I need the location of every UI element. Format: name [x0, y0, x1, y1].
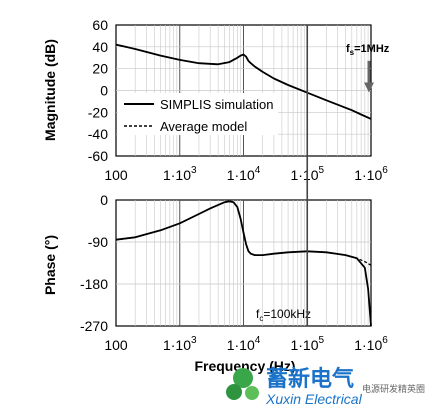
x-tick-exponent: 3: [191, 335, 197, 346]
x-tick-label: 1·104: [227, 165, 261, 183]
fc-label: fc=100kHz: [256, 307, 311, 323]
average-model-series-line: [115, 43, 372, 120]
x-tick-base: 1·10: [163, 337, 191, 353]
magnitude-y-axis-label: Magnitude (dB): [42, 39, 58, 141]
watermark-logo-leaf: [226, 384, 242, 400]
watermark: 蓄新电气 Xuxin Electrical 电源研发精英圈: [226, 366, 425, 407]
magnitude-grid: [116, 25, 371, 156]
fs-label-sub: s: [350, 48, 355, 57]
magnitude-x-tick-labels: 100 1·103 1·104 1·105 1·106: [104, 165, 388, 183]
fs-arrow-head: [364, 82, 374, 93]
y-tick-label: -60: [88, 148, 108, 164]
x-tick-exponent: 3: [191, 165, 197, 176]
watermark-logo-leaf: [245, 386, 259, 400]
x-tick-exponent: 5: [318, 335, 324, 346]
x-tick-base: 1·10: [290, 167, 318, 183]
x-tick-label: 1·105: [290, 335, 324, 353]
x-tick-label: 100: [104, 167, 128, 183]
x-tick-base: 100: [104, 337, 128, 353]
y-tick-label: -180: [80, 276, 108, 292]
watermark-subtitle: Xuxin Electrical: [265, 391, 363, 407]
fc-label-tail: =100kHz: [263, 307, 311, 321]
watermark-logo-leaf: [233, 368, 253, 388]
y-tick-label: -40: [88, 126, 108, 142]
x-tick-label: 1·106: [354, 165, 388, 183]
x-tick-label: 100: [104, 337, 128, 353]
phase-panel: 0-90-180-270 100 1·103 1·104 1·105 1·106 fc=…: [42, 192, 388, 374]
x-tick-exponent: 4: [255, 335, 261, 346]
legend: SIMPLIS simulation Average model: [118, 93, 278, 135]
fc-label-main: f: [256, 307, 260, 321]
x-tick-label: 1·103: [163, 165, 197, 183]
phase-y-axis-label: Phase (°): [42, 235, 58, 295]
legend-label-simplis: SIMPLIS simulation: [160, 97, 273, 112]
x-tick-exponent: 6: [382, 335, 388, 346]
y-tick-label: 0: [100, 192, 108, 208]
fs-label: fs=1MHz: [346, 43, 390, 57]
legend-background: [118, 93, 278, 135]
x-tick-base: 1·10: [227, 167, 255, 183]
x-tick-label: 1·103: [163, 335, 197, 353]
fs-annotation: fs=1MHz: [346, 43, 390, 93]
fs-label-tail: =1MHz: [354, 43, 390, 55]
phase-y-tick-labels: 0 -90 -180 -270: [80, 192, 108, 334]
watermark-title: 蓄新电气: [266, 366, 354, 391]
x-tick-exponent: 5: [318, 165, 324, 176]
legend-label-average: Average model: [160, 119, 247, 134]
magnitude-y-tick-labels: 60 40 20 0 -20 -40 -60: [88, 17, 108, 164]
x-tick-base: 1·10: [354, 337, 382, 353]
frequency-x-axis-label: Frequency (Hz): [194, 358, 295, 374]
x-tick-exponent: 4: [255, 165, 261, 176]
fc-label-sub: c: [259, 314, 263, 323]
phase-grid: [116, 200, 371, 326]
watermark-small-text: 电源研发精英圈: [362, 383, 425, 394]
y-tick-label: 40: [92, 39, 108, 55]
magnitude-series: [115, 43, 372, 120]
y-tick-label: -270: [80, 318, 108, 334]
x-tick-base: 1·10: [290, 337, 318, 353]
y-tick-label: -20: [88, 104, 108, 120]
x-tick-label: 1·106: [354, 335, 388, 353]
x-tick-base: 1·10: [354, 167, 382, 183]
phase-series: [115, 200, 372, 327]
x-tick-base: 100: [104, 167, 128, 183]
phase-x-tick-labels: 100 1·103 1·104 1·105 1·106: [104, 335, 388, 353]
x-tick-base: 1·10: [163, 167, 191, 183]
y-tick-label: -90: [88, 234, 108, 250]
x-tick-label: 1·105: [290, 165, 324, 183]
y-tick-label: 60: [92, 17, 108, 33]
y-tick-label: 20: [92, 61, 108, 77]
y-tick-label: 0: [100, 83, 108, 99]
average-model-series-line: [115, 200, 372, 266]
x-tick-exponent: 6: [382, 165, 388, 176]
fs-label-main: f: [346, 43, 350, 55]
x-tick-base: 1·10: [227, 337, 255, 353]
x-tick-label: 1·104: [227, 335, 261, 353]
